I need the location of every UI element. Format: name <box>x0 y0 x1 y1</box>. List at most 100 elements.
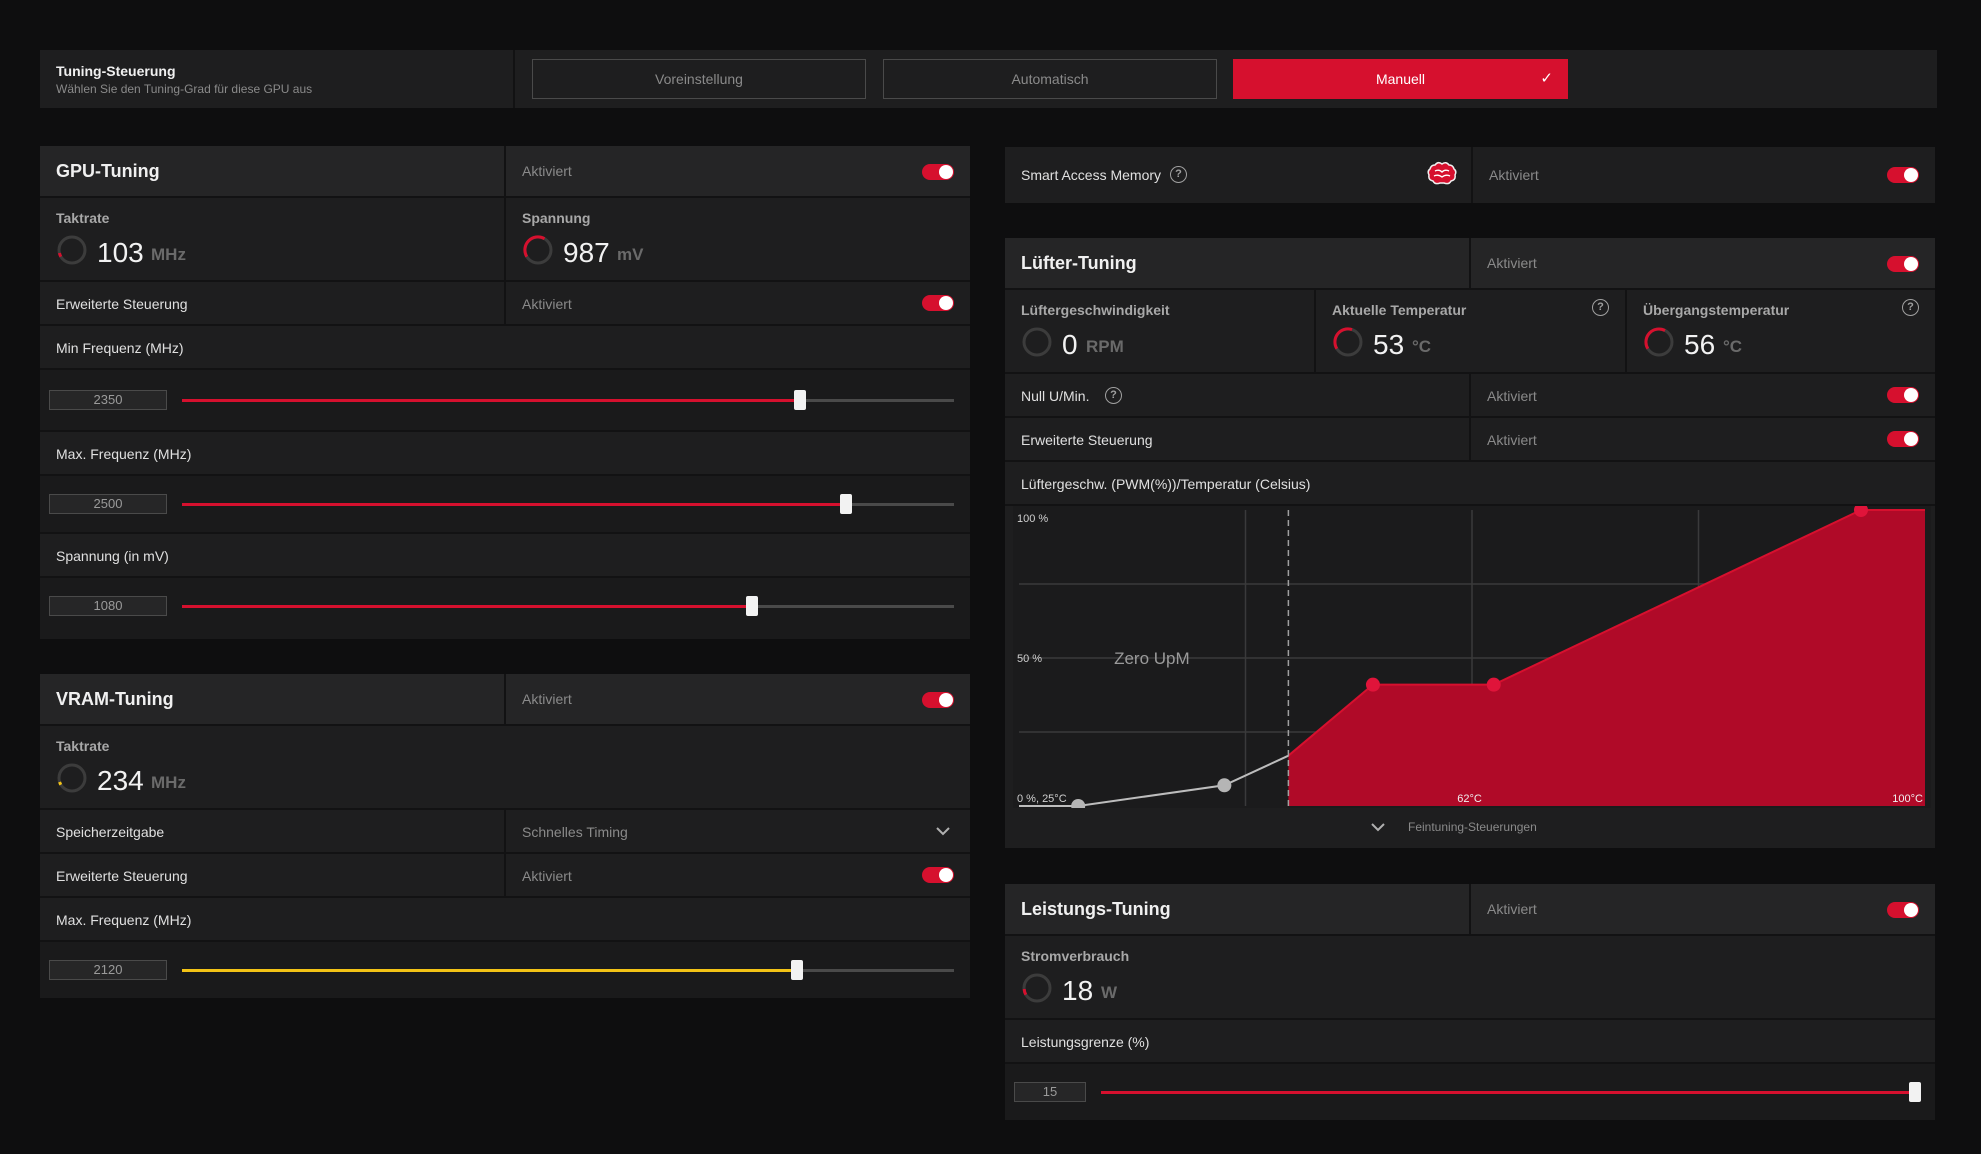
fan-tuning-title: Lüfter-Tuning <box>1021 253 1137 273</box>
voltage-input[interactable]: 1080 <box>49 596 167 616</box>
min-freq-slider-row: 2350 <box>40 370 970 432</box>
vram-clock-value: 234 <box>97 765 144 796</box>
vram-max-freq-slider[interactable] <box>182 960 954 980</box>
manual-button[interactable]: Manuell ✓ <box>1233 59 1568 99</box>
current-temp-label: Aktuelle Temperatur <box>1332 302 1467 318</box>
vram-advanced-row: Erweiterte Steuerung Aktiviert <box>40 854 970 898</box>
brain-icon <box>1427 161 1457 185</box>
help-icon[interactable]: ? <box>1592 299 1609 316</box>
vram-max-freq-thumb[interactable] <box>790 960 803 980</box>
fan-curve-chart[interactable]: 100 % 50 % 0 %, 25°C 62°C 100°C Zero UpM <box>1013 506 1931 808</box>
vram-clock-label: Taktrate <box>56 738 110 754</box>
power-tuning-status: Aktiviert <box>1487 901 1537 917</box>
zero-rpm-label: Null U/Min. <box>1021 388 1090 404</box>
max-freq-input[interactable]: 2500 <box>49 494 167 514</box>
vram-max-freq-input[interactable]: 2120 <box>49 960 167 980</box>
zero-rpm-toggle[interactable] <box>1887 387 1919 403</box>
gpu-voltage-label: Spannung <box>522 210 591 226</box>
power-limit-slider-row: 15 <box>1005 1064 1935 1120</box>
voltage-fill <box>182 605 752 608</box>
gauge-icon <box>1022 327 1052 357</box>
preset-button[interactable]: Voreinstellung <box>532 59 866 99</box>
fan-speed-label: Lüftergeschwindigkeit <box>1021 302 1170 318</box>
memory-timing-label: Speicherzeitgabe <box>56 824 165 840</box>
gauge-icon <box>1644 327 1674 357</box>
fan-advanced-row: Erweiterte Steuerung Aktiviert <box>1005 418 1935 462</box>
curve-point[interactable] <box>1217 778 1232 793</box>
gpu-voltage-value: 987 <box>563 237 610 268</box>
power-label: Stromverbrauch <box>1021 948 1130 964</box>
min-freq-slider[interactable] <box>182 390 954 410</box>
gpu-advanced-toggle[interactable] <box>922 295 954 311</box>
gpu-advanced-label: Erweiterte Steuerung <box>56 296 188 312</box>
curve-point[interactable] <box>1071 799 1086 808</box>
voltage-thumb[interactable] <box>745 596 758 616</box>
voltage-slider-label: Spannung (in mV) <box>56 548 169 564</box>
power-tuning-title: Leistungs-Tuning <box>1021 899 1171 919</box>
current-temp-value: 53 <box>1373 329 1405 360</box>
check-icon: ✓ <box>1540 70 1553 87</box>
voltage-slider[interactable] <box>182 596 954 616</box>
gpu-advanced-status: Aktiviert <box>522 296 572 312</box>
curve-point[interactable] <box>1853 506 1868 517</box>
power-limit-input[interactable]: 15 <box>1014 1082 1086 1102</box>
gauge-icon <box>1022 973 1052 1003</box>
automatic-button[interactable]: Automatisch <box>883 59 1217 99</box>
tuning-control-bar: Tuning-Steuerung Wählen Sie den Tuning-G… <box>40 50 1937 108</box>
gpu-tuning-panel: GPU-Tuning Aktiviert Taktrate 103 MHz Sp… <box>40 146 970 639</box>
fan-tuning-toggle[interactable] <box>1887 256 1919 272</box>
power-unit: W <box>1101 983 1118 1002</box>
gauge-icon <box>57 763 87 793</box>
help-icon[interactable]: ? <box>1902 299 1919 316</box>
power-limit-slider[interactable] <box>1101 1082 1921 1102</box>
gauge-icon <box>57 235 87 265</box>
current-temp-unit: °C <box>1412 337 1432 356</box>
min-freq-input[interactable]: 2350 <box>49 390 167 410</box>
max-freq-thumb[interactable] <box>839 494 852 514</box>
fan-tuning-status: Aktiviert <box>1487 255 1537 271</box>
zero-rpm-row: Null U/Min. ? Aktiviert <box>1005 374 1935 418</box>
power-limit-label-row: Leistungsgrenze (%) <box>1005 1020 1935 1064</box>
sam-label: Smart Access Memory <box>1021 167 1162 183</box>
curve-point[interactable] <box>1486 677 1501 692</box>
min-freq-thumb[interactable] <box>793 390 806 410</box>
power-limit-thumb[interactable] <box>1909 1082 1921 1102</box>
power-tuning-header: Leistungs-Tuning Aktiviert <box>1005 884 1935 936</box>
voltage-label-row: Spannung (in mV) <box>40 534 970 578</box>
gpu-tuning-title: GPU-Tuning <box>56 161 160 181</box>
gpu-tuning-status: Aktiviert <box>522 163 572 179</box>
chevron-down-icon <box>1371 823 1385 832</box>
fan-advanced-toggle[interactable] <box>1887 431 1919 447</box>
gauge-icon <box>1333 327 1363 357</box>
memory-timing-row: Speicherzeitgabe Schnelles Timing <box>40 810 970 854</box>
gpu-metrics-row: Taktrate 103 MHz Spannung 987 mV <box>40 198 970 282</box>
vram-advanced-toggle[interactable] <box>922 867 954 883</box>
help-icon[interactable]: ? <box>1170 166 1187 183</box>
gpu-advanced-row: Erweiterte Steuerung Aktiviert <box>40 282 970 326</box>
power-tuning-toggle[interactable] <box>1887 902 1919 918</box>
smart-access-memory-panel: Smart Access Memory ? Aktiviert <box>1005 147 1935 203</box>
power-limit-label: Leistungsgrenze (%) <box>1021 1034 1150 1050</box>
vram-max-freq-label: Max. Frequenz (MHz) <box>56 912 192 928</box>
x-tick-label: 100°C <box>1892 793 1923 805</box>
gpu-clock-label: Taktrate <box>56 210 110 226</box>
max-freq-label-row: Max. Frequenz (MHz) <box>40 432 970 476</box>
max-freq-slider[interactable] <box>182 494 954 514</box>
gpu-tuning-toggle[interactable] <box>922 164 954 180</box>
vram-tuning-toggle[interactable] <box>922 692 954 708</box>
junction-temp-unit: °C <box>1723 337 1743 356</box>
divider <box>513 50 515 108</box>
gpu-clock-unit: MHz <box>151 245 186 264</box>
min-freq-label: Min Frequenz (MHz) <box>56 340 184 356</box>
memory-timing-dropdown[interactable]: Schnelles Timing <box>504 810 970 852</box>
power-value: 18 <box>1062 975 1094 1006</box>
fine-tuning-row[interactable]: Feintuning-Steuerungen <box>1005 808 1935 848</box>
min-freq-fill <box>182 399 800 402</box>
curve-point[interactable] <box>1365 677 1380 692</box>
vram-tuning-panel: VRAM-Tuning Aktiviert Taktrate 234 MHz S… <box>40 674 970 998</box>
sam-toggle[interactable] <box>1887 167 1919 183</box>
fan-curve-inactive-line <box>1019 754 1289 807</box>
junction-temp-value: 56 <box>1684 329 1716 360</box>
help-icon[interactable]: ? <box>1105 387 1122 404</box>
y-tick-label: 100 % <box>1017 513 1048 525</box>
